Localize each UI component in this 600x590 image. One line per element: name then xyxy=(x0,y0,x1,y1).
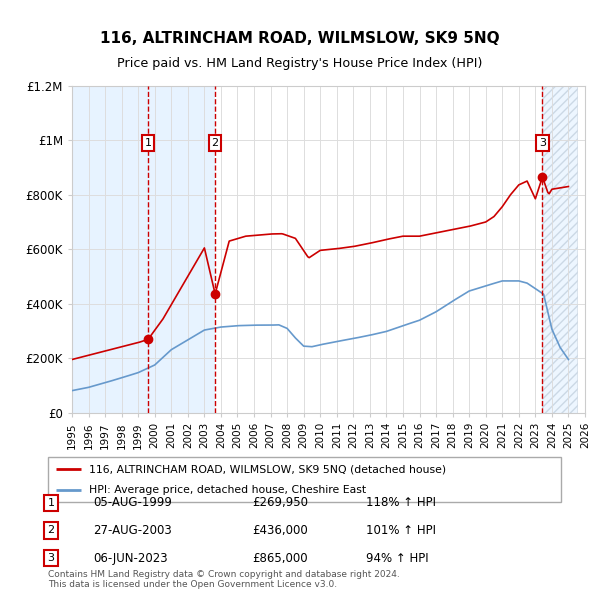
Text: 116, ALTRINCHAM ROAD, WILMSLOW, SK9 5NQ: 116, ALTRINCHAM ROAD, WILMSLOW, SK9 5NQ xyxy=(100,31,500,46)
Bar xyxy=(72,86,148,413)
Text: 94% ↑ HPI: 94% ↑ HPI xyxy=(366,552,428,565)
Text: HPI: Average price, detached house, Cheshire East: HPI: Average price, detached house, Ches… xyxy=(89,484,366,494)
Text: 05-AUG-1999: 05-AUG-1999 xyxy=(93,496,172,509)
Text: 2: 2 xyxy=(47,526,55,535)
Text: This data is licensed under the Open Government Licence v3.0.: This data is licensed under the Open Gov… xyxy=(48,579,337,589)
Text: 1: 1 xyxy=(145,138,152,148)
Text: £436,000: £436,000 xyxy=(252,524,308,537)
Text: 3: 3 xyxy=(539,138,546,148)
Text: £269,950: £269,950 xyxy=(252,496,308,509)
Text: 1: 1 xyxy=(47,498,55,507)
Text: 06-JUN-2023: 06-JUN-2023 xyxy=(93,552,167,565)
Text: £865,000: £865,000 xyxy=(252,552,308,565)
Text: 2: 2 xyxy=(212,138,219,148)
Text: 3: 3 xyxy=(47,553,55,563)
Text: 116, ALTRINCHAM ROAD, WILMSLOW, SK9 5NQ (detached house): 116, ALTRINCHAM ROAD, WILMSLOW, SK9 5NQ … xyxy=(89,464,446,474)
Text: Price paid vs. HM Land Registry's House Price Index (HPI): Price paid vs. HM Land Registry's House … xyxy=(118,57,482,70)
Text: 101% ↑ HPI: 101% ↑ HPI xyxy=(366,524,436,537)
Text: Contains HM Land Registry data © Crown copyright and database right 2024.: Contains HM Land Registry data © Crown c… xyxy=(48,569,400,579)
Bar xyxy=(542,86,577,413)
Bar xyxy=(148,86,215,413)
Text: 27-AUG-2003: 27-AUG-2003 xyxy=(93,524,172,537)
Text: 118% ↑ HPI: 118% ↑ HPI xyxy=(366,496,436,509)
